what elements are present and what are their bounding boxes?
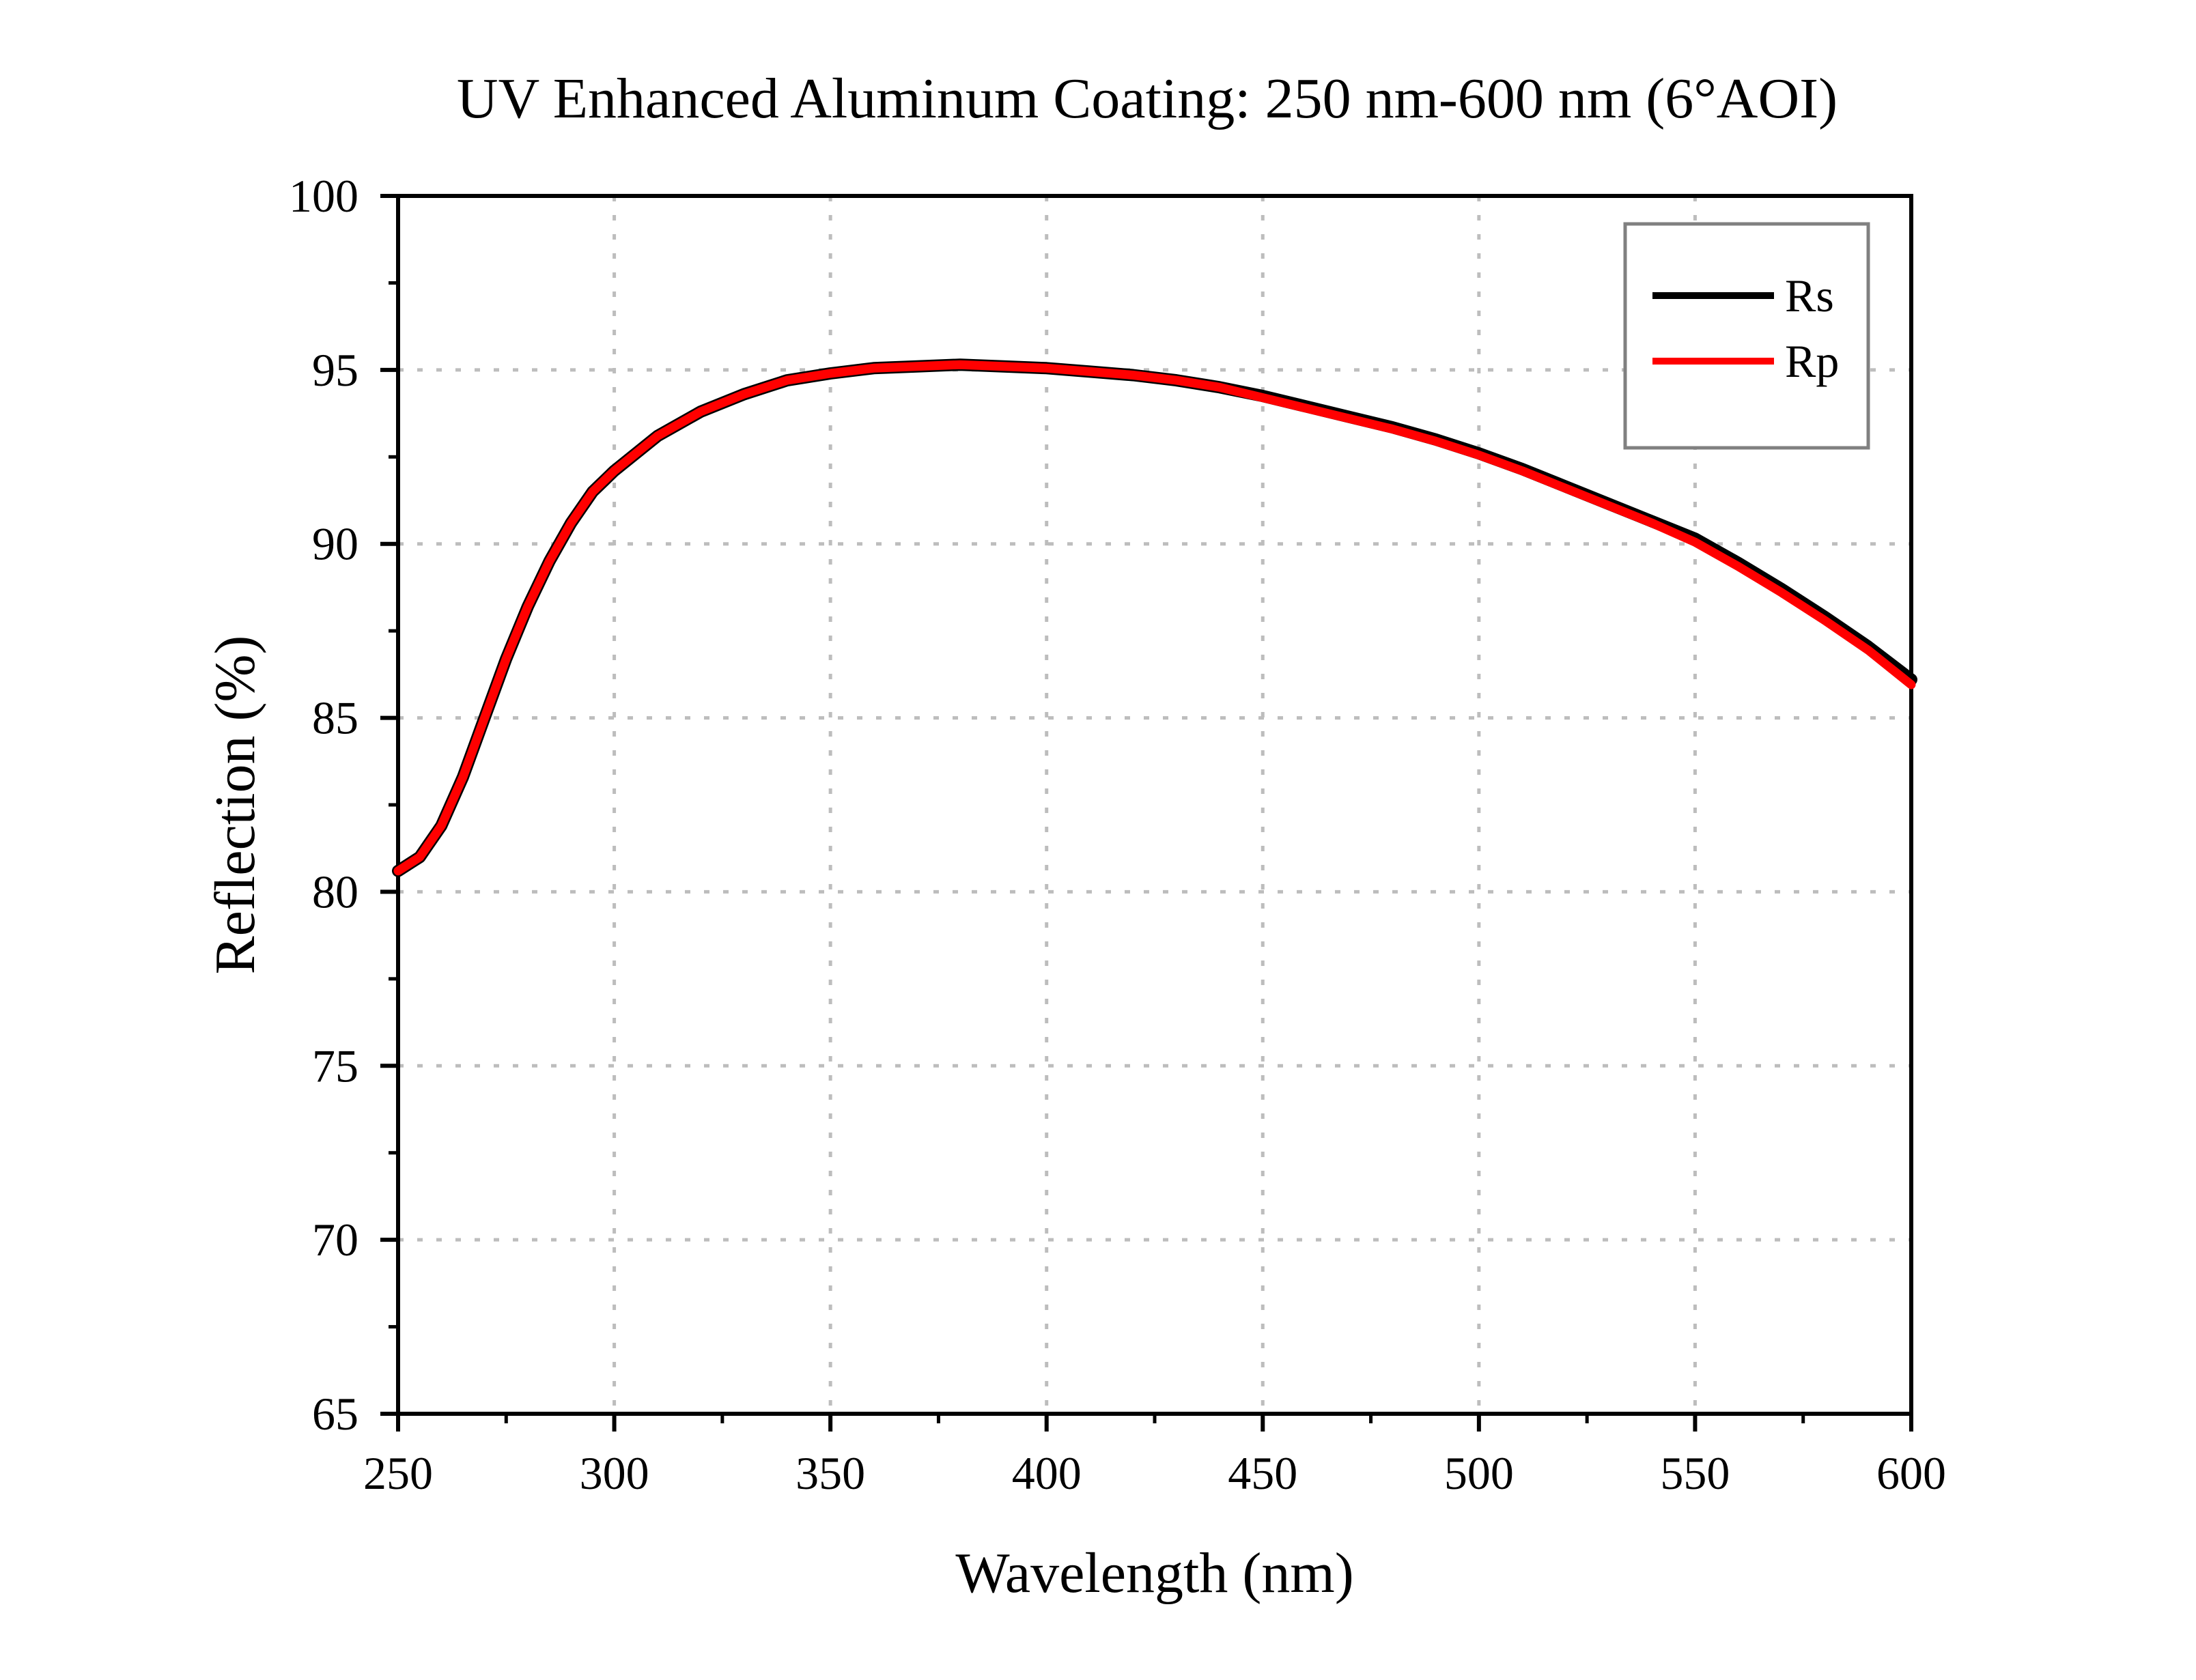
y-tick-label: 70 bbox=[312, 1214, 358, 1266]
x-tick-label: 300 bbox=[580, 1447, 649, 1499]
legend-label-rs: Rs bbox=[1785, 270, 1834, 322]
x-tick-label: 550 bbox=[1660, 1447, 1730, 1499]
y-tick-label: 85 bbox=[312, 692, 358, 744]
x-tick-label: 250 bbox=[363, 1447, 433, 1499]
chart-title: UV Enhanced Aluminum Coating: 250 nm-600… bbox=[457, 67, 1838, 130]
legend: Rs Rp bbox=[1623, 222, 1870, 450]
y-tick-label: 90 bbox=[312, 518, 358, 570]
y-tick-label: 80 bbox=[312, 866, 358, 917]
axis-ticks: 250 300 350 400 450 500 550 600 65 70 75 80 85 90 95 10… bbox=[289, 170, 1946, 1499]
x-tick-label: 450 bbox=[1228, 1447, 1297, 1499]
x-tick-label: 400 bbox=[1012, 1447, 1082, 1499]
x-tick-label: 600 bbox=[1876, 1447, 1946, 1499]
series-line-rp bbox=[393, 360, 1916, 876]
x-tick-label: 500 bbox=[1444, 1447, 1514, 1499]
data-series bbox=[392, 358, 1917, 877]
y-tick-label: 95 bbox=[312, 344, 358, 396]
y-tick-label: 65 bbox=[312, 1388, 358, 1440]
x-tick-label: 350 bbox=[796, 1447, 865, 1499]
y-tick-label: 75 bbox=[312, 1040, 358, 1092]
x-axis-label: Wavelength (nm) bbox=[955, 1541, 1353, 1605]
legend-box bbox=[1623, 222, 1870, 450]
y-tick-label: 100 bbox=[289, 170, 358, 222]
y-axis-label: Reflection (%) bbox=[203, 636, 267, 975]
grid-lines bbox=[398, 196, 1911, 1414]
legend-label-rp: Rp bbox=[1785, 335, 1839, 387]
